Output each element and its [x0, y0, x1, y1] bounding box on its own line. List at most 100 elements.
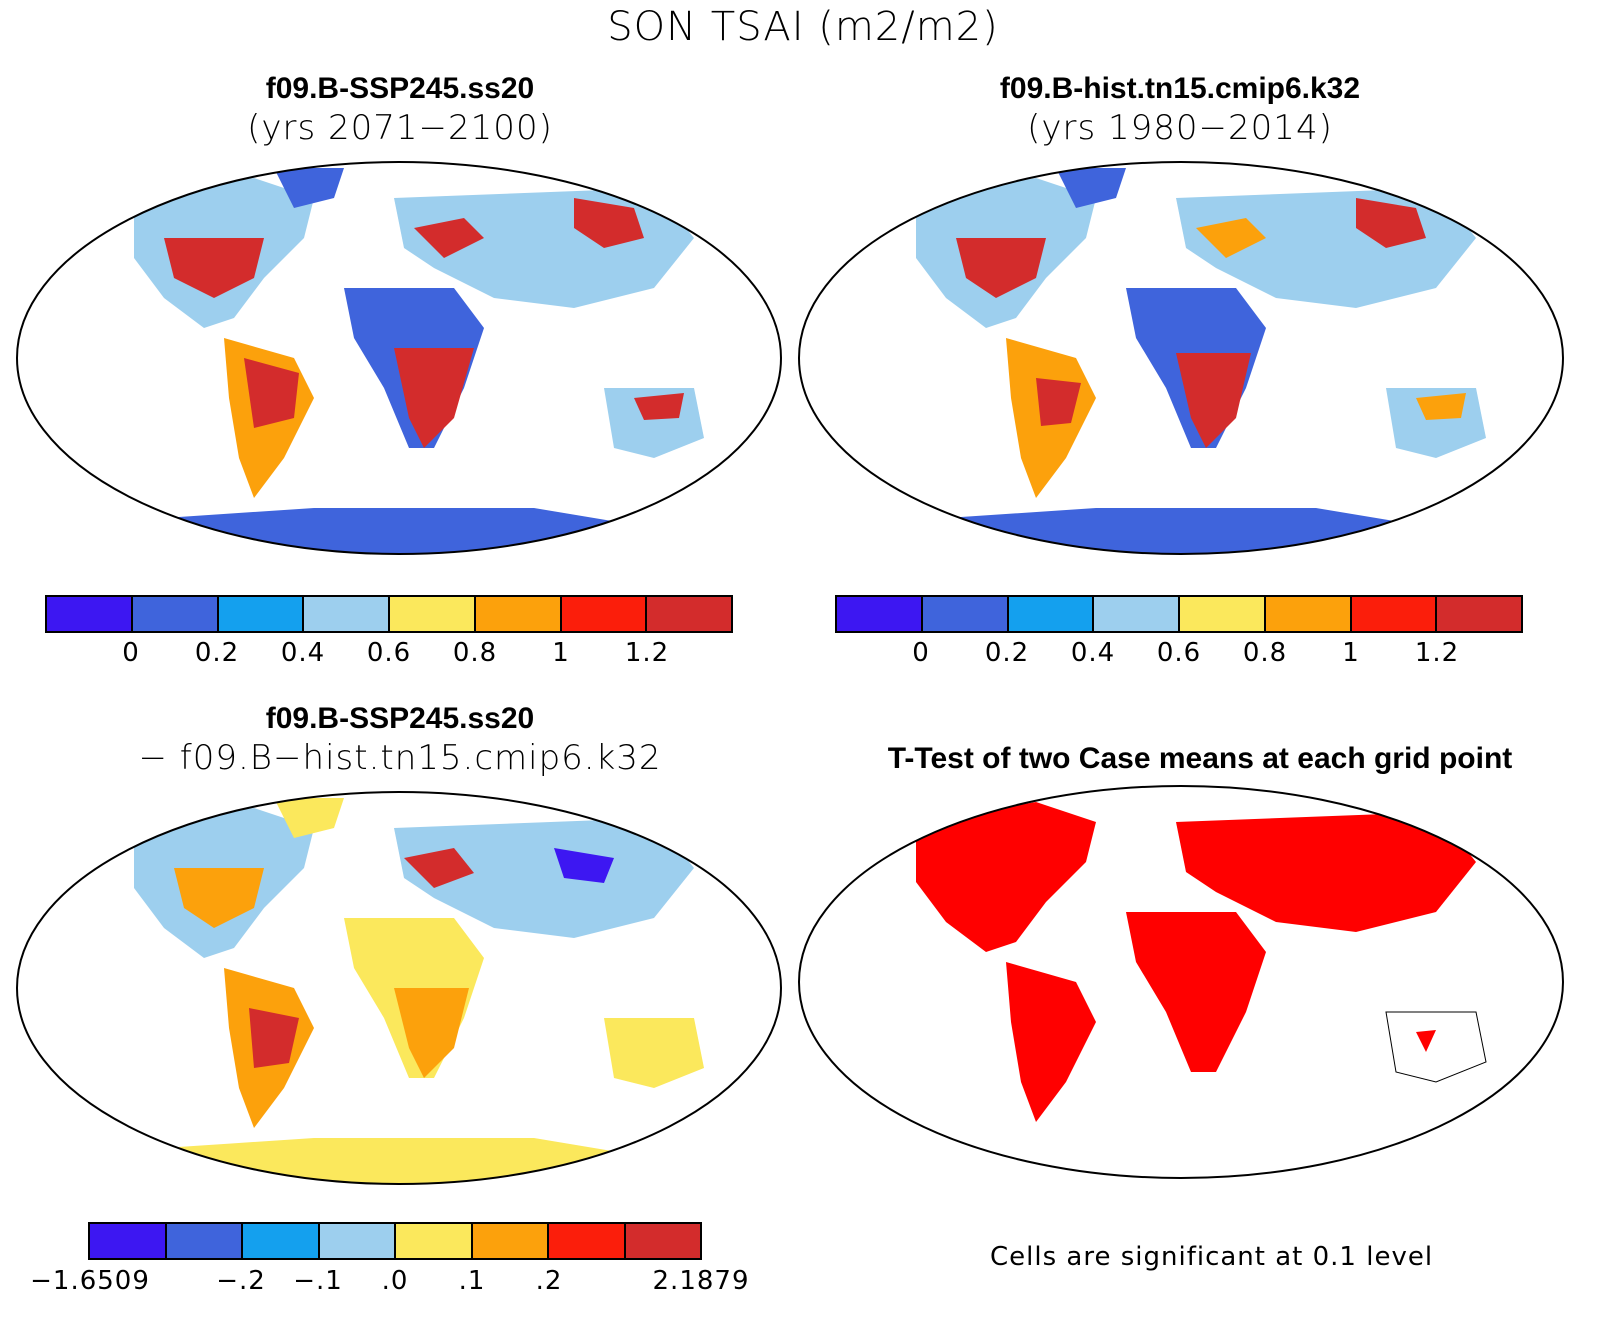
colorbar-label: 0.4 [1070, 638, 1116, 668]
colorbar-swatch [475, 597, 562, 631]
region-siberia-hot [574, 198, 644, 248]
colorbar-label: 0.6 [1156, 638, 1202, 668]
sig-eurasia [1176, 812, 1476, 932]
colorbar-label: .1 [458, 1266, 486, 1296]
region-greenland [274, 798, 344, 838]
map-bottom-left [16, 791, 782, 1185]
region-greenland [274, 168, 344, 208]
map-bottom-right [798, 785, 1564, 1179]
colorbar-swatch [1180, 597, 1266, 631]
colorbar-label: 0.2 [984, 638, 1030, 668]
region-us-east [956, 238, 1046, 298]
colorbar-label: .2 [535, 1266, 563, 1296]
colorbar-swatch [1094, 597, 1180, 631]
colorbar-label: 1.2 [624, 638, 670, 668]
colorbar-label: 0.4 [280, 638, 326, 668]
region-asia-cool [554, 848, 614, 883]
panel-tr-title: f09.B-hist.tn15.cmip6.k32 [999, 72, 1361, 105]
colorbar-swatch [319, 1224, 396, 1258]
map-border [16, 791, 782, 1185]
region-europe-hot [414, 218, 484, 258]
region-europe [1196, 218, 1266, 258]
colorbar-label: −.1 [293, 1266, 343, 1296]
panel-tl-subtitle: (yrs 2071−2100) [247, 108, 553, 148]
map-border [16, 161, 782, 555]
region-amazon [244, 358, 299, 428]
colorbar-label: 1 [1342, 638, 1360, 668]
colorbar-bottom-left [88, 1222, 702, 1260]
colorbar-label: 0.8 [452, 638, 498, 668]
colorbar-label: .0 [381, 1266, 409, 1296]
region-africa-south [394, 988, 469, 1078]
land-layer-tl [134, 168, 704, 554]
colorbar-swatch [647, 597, 731, 631]
significance-layer [916, 802, 1487, 1122]
panel-tr-subtitle: (yrs 1980−2014) [1027, 108, 1333, 148]
region-europe-hot [404, 848, 474, 888]
colorbar-swatch [132, 597, 219, 631]
figure-title: SON TSAI (m2/m2) [607, 4, 999, 50]
colorbar-swatch [90, 1224, 167, 1258]
panel-tl-title: f09.B-SSP245.ss20 [265, 72, 535, 105]
colorbar-swatch [166, 1224, 243, 1258]
map-top-left [16, 161, 782, 555]
region-eurasia [394, 818, 694, 938]
land-layer-bl [134, 798, 704, 1184]
colorbar-label: 1 [552, 638, 570, 668]
region-antarctica [164, 1138, 634, 1184]
panel-bl-subtitle: − f09.B−hist.tn15.cmip6.k32 [138, 738, 662, 778]
colorbar-swatch [1265, 597, 1352, 631]
region-greenland [1056, 168, 1126, 208]
colorbar-label: 2.1879 [652, 1266, 750, 1296]
region-australia-north [1416, 393, 1466, 420]
colorbar-swatch [472, 1224, 549, 1258]
colorbar-label: 0 [912, 638, 930, 668]
colorbar-swatch [304, 597, 390, 631]
colorbar-label: 1.2 [1414, 638, 1460, 668]
sig-australia [1385, 1011, 1487, 1083]
region-antarctica [946, 508, 1416, 554]
region-africa-south [1176, 353, 1251, 448]
colorbar-top-left [45, 595, 733, 633]
colorbar-label: −1.6509 [30, 1266, 150, 1296]
colorbar-swatch [47, 597, 133, 631]
colorbar-swatch [1437, 597, 1521, 631]
sig-south-america [1006, 962, 1096, 1122]
colorbar-swatch [396, 1224, 473, 1258]
region-amazon [1036, 378, 1081, 426]
colorbar-label: 0 [122, 638, 140, 668]
region-antarctica [164, 508, 634, 554]
colorbar-label: 0.2 [194, 638, 240, 668]
colorbar-swatch [1008, 597, 1095, 631]
colorbar-label: −.2 [216, 1266, 266, 1296]
significance-note: Cells are significant at 0.1 level [990, 1242, 1434, 1272]
colorbar-swatch [218, 597, 305, 631]
panel-bl-title: f09.B-SSP245.ss20 [265, 702, 535, 735]
panel-br-title: T-Test of two Case means at each grid po… [887, 742, 1513, 775]
colorbar-swatch [922, 597, 1009, 631]
region-amazon [249, 1008, 299, 1068]
sig-north-america [916, 802, 1096, 952]
region-africa-south [394, 348, 474, 448]
sig-africa [1126, 912, 1266, 1072]
colorbar-top-right [835, 595, 1523, 633]
map-top-right [798, 161, 1564, 555]
region-australia-north [634, 393, 684, 420]
colorbar-swatch [561, 597, 648, 631]
colorbar-swatch [549, 1224, 626, 1258]
colorbar-swatch [243, 1224, 320, 1258]
colorbar-swatch [1351, 597, 1438, 631]
sig-australia-patch [1416, 1030, 1436, 1052]
land-layer-tr [916, 168, 1486, 554]
colorbar-label: 0.8 [1242, 638, 1288, 668]
colorbar-label: 0.6 [366, 638, 412, 668]
map-border [798, 161, 1564, 555]
colorbar-swatch [837, 597, 923, 631]
region-siberia-hot [1356, 198, 1426, 248]
colorbar-swatch [390, 597, 476, 631]
region-us-east [164, 238, 264, 298]
map-border [798, 785, 1564, 1179]
colorbar-swatch [625, 1224, 700, 1258]
region-australia [604, 1018, 704, 1088]
region-us-east [174, 868, 264, 928]
